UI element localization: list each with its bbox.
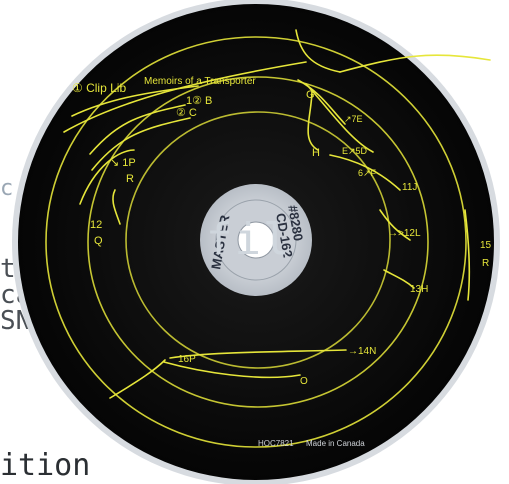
- label-title: Memoirs of a Transporter: [144, 76, 256, 87]
- label-14n: →14N: [348, 346, 376, 357]
- label-r-right: R: [482, 258, 489, 269]
- handwritten-paths: [63, 29, 491, 399]
- label-12: 12: [90, 219, 102, 231]
- label-clip-lib: ① Clip Lib: [72, 81, 126, 95]
- label-7e: ↗7E: [344, 114, 363, 124]
- label-1b: 1② B: [186, 95, 212, 107]
- label-1p: ↘ 1P: [110, 157, 136, 169]
- label-e5d: E↗5D: [342, 146, 368, 156]
- label-11j: 11J: [402, 182, 417, 193]
- label-2c: ② C: [176, 107, 197, 119]
- label-15: 15: [480, 240, 492, 251]
- background-text-2: t: [0, 254, 16, 284]
- handwritten-labels: ① Clip Lib Memoirs of a Transporter 1② B…: [72, 76, 492, 387]
- label-g: G: [306, 89, 315, 101]
- label-h: H: [312, 147, 320, 159]
- label-16p: 16P: [178, 354, 196, 365]
- background-text-5: ition: [0, 448, 91, 483]
- label-r: R: [126, 173, 134, 185]
- spindle-hole: [237, 221, 275, 259]
- disc-print-code: HOC7821: [258, 439, 294, 448]
- disc-ring-lines: [45, 36, 467, 448]
- label-12l: →>12L: [388, 228, 421, 239]
- disc-print-country: Made in Canada: [306, 439, 365, 448]
- background-ghost-text: fil: [206, 214, 292, 265]
- label-q: Q: [94, 235, 103, 247]
- label-6f: 6↗F: [358, 168, 377, 178]
- label-o: O: [300, 376, 308, 387]
- label-13h: 13H: [410, 284, 428, 295]
- background-text-1: c: [0, 176, 14, 201]
- hub-text-number: #8280: [285, 204, 306, 242]
